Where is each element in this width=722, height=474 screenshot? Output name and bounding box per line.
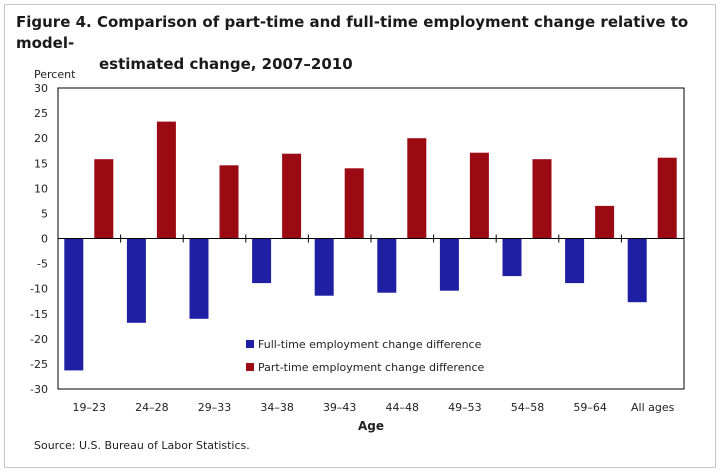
y-tick-label: -30 [30, 383, 48, 396]
bar-full-time-8 [565, 238, 585, 284]
y-tick-label: 25 [34, 107, 48, 120]
legend-swatch-part-time [246, 363, 254, 371]
figure-title-line1: Figure 4. Comparison of part-time and fu… [16, 13, 689, 52]
x-tick-label: 39–43 [323, 401, 357, 414]
y-tick-label: -25 [30, 358, 48, 371]
x-tick-label: 19–23 [73, 401, 107, 414]
x-tick-label: 54–58 [511, 401, 545, 414]
y-tick-label: 15 [34, 157, 48, 170]
y-tick-label: -15 [30, 308, 48, 321]
bars-group [64, 121, 677, 371]
bar-full-time-1 [126, 238, 146, 323]
y-axis-label: Percent [34, 68, 76, 81]
x-tick-label: 34–38 [260, 401, 294, 414]
bar-full-time-5 [377, 238, 397, 293]
bar-part-time-9 [657, 157, 677, 239]
y-tick-label: -5 [37, 258, 48, 271]
figure-title: Figure 4. Comparison of part-time and fu… [16, 12, 696, 75]
bar-full-time-7 [502, 238, 522, 277]
y-tick-label: 0 [41, 233, 48, 246]
bar-part-time-8 [595, 205, 615, 239]
y-tick-label: 20 [34, 132, 48, 145]
bar-part-time-0 [94, 159, 114, 239]
legend-swatch-full-time [246, 340, 254, 348]
x-tick-label: 59–64 [573, 401, 607, 414]
y-tick-label: 10 [34, 182, 48, 195]
bar-full-time-4 [314, 238, 334, 296]
y-tick-label: 30 [34, 82, 48, 95]
y-tick-label: 5 [41, 207, 48, 220]
legend: Full-time employment change difference P… [246, 338, 484, 374]
figure-title-line2: estimated change, 2007–2010 [99, 55, 353, 73]
bar-full-time-3 [252, 238, 272, 284]
x-tick-marks [120, 234, 622, 243]
legend-label-part-time: Part-time employment change difference [258, 361, 484, 374]
bar-part-time-4 [344, 168, 364, 239]
bar-part-time-1 [156, 121, 176, 239]
bar-full-time-6 [439, 238, 459, 291]
x-tick-label: 49–53 [448, 401, 482, 414]
y-tick-labels: 30 25 20 15 10 5 0 -5 -10 -15 -20 -25 -30 [30, 82, 48, 396]
bar-part-time-2 [219, 165, 239, 239]
bar-part-time-3 [282, 153, 302, 239]
x-tick-label: 24–28 [135, 401, 169, 414]
y-tick-label: -10 [30, 283, 48, 296]
source-note: Source: U.S. Bureau of Labor Statistics. [34, 439, 250, 452]
bar-full-time-2 [189, 238, 209, 319]
bar-full-time-9 [627, 238, 647, 303]
x-tick-label: 44–48 [386, 401, 420, 414]
bar-full-time-0 [64, 238, 84, 371]
bar-part-time-6 [469, 152, 489, 239]
bar-part-time-5 [407, 138, 427, 239]
x-tick-labels: 19–23 24–28 29–33 34–38 39–43 44–48 49–53 54–58… [73, 401, 675, 414]
y-tick-label: -20 [30, 333, 48, 346]
x-tick-label: All ages [631, 401, 675, 414]
x-tick-label: 29–33 [198, 401, 232, 414]
legend-label-full-time: Full-time employment change difference [258, 338, 482, 351]
x-axis-label: Age [358, 419, 384, 433]
bar-part-time-7 [532, 159, 552, 239]
